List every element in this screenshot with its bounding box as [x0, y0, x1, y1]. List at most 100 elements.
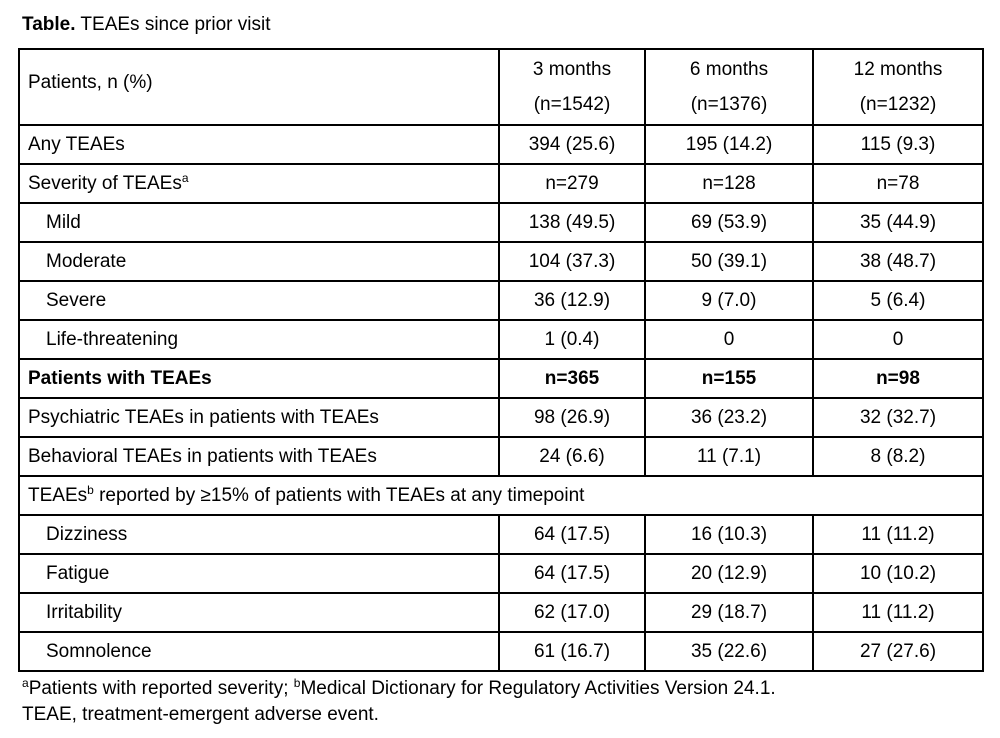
- header-row: Patients, n (%) 3 months (n=1542) 6 mont…: [18, 48, 984, 126]
- table-caption: Table. TEAEs since prior visit: [22, 13, 982, 37]
- value-cell: 36 (12.9): [498, 280, 646, 321]
- row-label-cell: Patients with TEAEs: [18, 358, 500, 399]
- value-cell: 61 (16.7): [498, 631, 646, 672]
- value-cell: n=78: [812, 163, 984, 204]
- value-cell: 64 (17.5): [498, 553, 646, 594]
- column-header-line1: 6 months: [689, 59, 769, 80]
- table-row: Severity of TEAEsa n=279 n=128 n=78: [18, 163, 984, 204]
- value-cell: n=98: [812, 358, 984, 399]
- row-label-cell: Psychiatric TEAEs in patients with TEAEs: [18, 397, 500, 438]
- column-header-line2: (n=1376): [690, 94, 768, 115]
- table-caption-prefix: Table.: [22, 14, 76, 35]
- footnote-line-1: aPatients with reported severity; bMedic…: [22, 676, 982, 702]
- row-label-cell: Life-threatening: [18, 319, 500, 360]
- value-cell: 27 (27.6): [812, 631, 984, 672]
- row-label: Severity of TEAEs: [28, 172, 182, 194]
- row-label: Mild: [46, 211, 81, 233]
- column-header-3-months: 3 months (n=1542): [498, 48, 646, 126]
- value-cell: 35 (44.9): [812, 202, 984, 243]
- footnote-text: Patients with reported severity;: [28, 678, 294, 699]
- table-row: Any TEAEs 394 (25.6) 195 (14.2) 115 (9.3): [18, 124, 984, 165]
- column-header-line2: (n=1542): [533, 94, 611, 115]
- value-cell: 10 (10.2): [812, 553, 984, 594]
- value-cell: n=279: [498, 163, 646, 204]
- value-cell: 115 (9.3): [812, 124, 984, 165]
- value-cell: 394 (25.6): [498, 124, 646, 165]
- row-label-cell: Severity of TEAEsa: [18, 163, 500, 204]
- value-cell: 36 (23.2): [644, 397, 814, 438]
- row-label-cell: Moderate: [18, 241, 500, 282]
- value-cell: 9 (7.0): [644, 280, 814, 321]
- header-row-label: Patients, n (%): [18, 48, 500, 126]
- value-cell: 8 (8.2): [812, 436, 984, 477]
- value-cell: 69 (53.9): [644, 202, 814, 243]
- table-row: Mild 138 (49.5) 69 (53.9) 35 (44.9): [18, 202, 984, 243]
- value-cell: 35 (22.6): [644, 631, 814, 672]
- value-cell: 32 (32.7): [812, 397, 984, 438]
- row-label-cell: Behavioral TEAEs in patients with TEAEs: [18, 436, 500, 477]
- value-cell: n=155: [644, 358, 814, 399]
- row-label: Dizziness: [46, 523, 128, 545]
- footnote-marker: b: [293, 676, 301, 690]
- footnote-text: Medical Dictionary for Regulatory Activi…: [300, 678, 776, 699]
- table-row: Fatigue 64 (17.5) 20 (12.9) 10 (10.2): [18, 553, 984, 594]
- row-label-cell: Mild: [18, 202, 500, 243]
- table-row: TEAEsb reported by ≥15% of patients with…: [18, 475, 984, 516]
- row-label: Behavioral TEAEs in patients with TEAEs: [28, 445, 377, 467]
- table-row: Somnolence 61 (16.7) 35 (22.6) 27 (27.6): [18, 631, 984, 672]
- value-cell: 62 (17.0): [498, 592, 646, 633]
- row-label-cell: Irritability: [18, 592, 500, 633]
- teae-table: Patients, n (%) 3 months (n=1542) 6 mont…: [18, 48, 984, 672]
- value-cell: 1 (0.4): [498, 319, 646, 360]
- value-cell: 38 (48.7): [812, 241, 984, 282]
- value-cell: 24 (6.6): [498, 436, 646, 477]
- footnotes: aPatients with reported severity; bMedic…: [22, 676, 982, 728]
- footnote-marker: a: [181, 170, 189, 185]
- value-cell: 11 (11.2): [812, 514, 984, 555]
- row-label: Severe: [46, 289, 107, 311]
- row-label: Irritability: [46, 601, 123, 623]
- row-label-cell: Somnolence: [18, 631, 500, 672]
- row-label: Patients with TEAEs: [28, 367, 212, 389]
- table-caption-text: TEAEs since prior visit: [75, 14, 271, 35]
- value-cell: 29 (18.7): [644, 592, 814, 633]
- value-cell: 98 (26.9): [498, 397, 646, 438]
- section-header-cell: TEAEsb reported by ≥15% of patients with…: [18, 475, 984, 516]
- row-label-cell: Dizziness: [18, 514, 500, 555]
- row-label: Life-threatening: [46, 328, 179, 350]
- column-header-6-months: 6 months (n=1376): [644, 48, 814, 126]
- value-cell: 11 (11.2): [812, 592, 984, 633]
- row-label: Any TEAEs: [28, 133, 125, 155]
- row-label-cell: Severe: [18, 280, 500, 321]
- value-cell: n=128: [644, 163, 814, 204]
- table-row: Irritability 62 (17.0) 29 (18.7) 11 (11.2): [18, 592, 984, 633]
- value-cell: 20 (12.9): [644, 553, 814, 594]
- row-label: Somnolence: [46, 640, 152, 662]
- column-header-line1: 12 months: [853, 59, 943, 80]
- value-cell: 104 (37.3): [498, 241, 646, 282]
- value-cell: 5 (6.4): [812, 280, 984, 321]
- footnote-line-2: TEAE, treatment-emergent adverse event.: [22, 704, 379, 725]
- table-row: Psychiatric TEAEs in patients with TEAEs…: [18, 397, 984, 438]
- value-cell: 138 (49.5): [498, 202, 646, 243]
- value-cell: 0: [644, 319, 814, 360]
- table-row: Patients with TEAEs n=365 n=155 n=98: [18, 358, 984, 399]
- row-label: Psychiatric TEAEs in patients with TEAEs: [28, 406, 379, 428]
- value-cell: 64 (17.5): [498, 514, 646, 555]
- row-label: Fatigue: [46, 562, 110, 584]
- row-label: TEAEs: [28, 484, 88, 506]
- column-header-12-months: 12 months (n=1232): [812, 48, 984, 126]
- row-label-cell: Any TEAEs: [18, 124, 500, 165]
- column-header-line1: 3 months: [532, 59, 612, 80]
- value-cell: n=365: [498, 358, 646, 399]
- table-row: Dizziness 64 (17.5) 16 (10.3) 11 (11.2): [18, 514, 984, 555]
- footnote-marker: b: [87, 482, 94, 497]
- row-label: Moderate: [46, 250, 127, 272]
- footnote-marker: a: [22, 676, 29, 690]
- table-body: Any TEAEs 394 (25.6) 195 (14.2) 115 (9.3) Se…: [18, 124, 984, 672]
- value-cell: 11 (7.1): [644, 436, 814, 477]
- value-cell: 16 (10.3): [644, 514, 814, 555]
- value-cell: 50 (39.1): [644, 241, 814, 282]
- table-row: Behavioral TEAEs in patients with TEAEs 2…: [18, 436, 984, 477]
